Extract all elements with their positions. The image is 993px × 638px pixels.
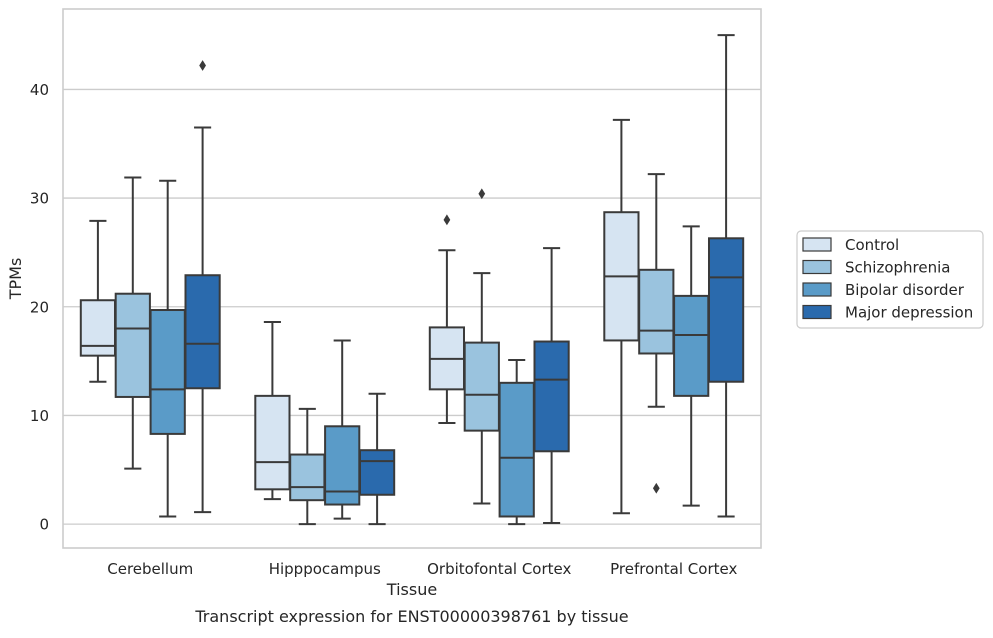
box-body (149, 309, 186, 435)
box-major-depression (358, 392, 396, 526)
y-tick-label: 0 (39, 516, 49, 534)
x-tick-label: Hipppocampus (269, 560, 381, 578)
box-major-depression (184, 60, 221, 514)
y-tick-label: 40 (30, 81, 49, 99)
legend-label: Major depression (845, 304, 973, 322)
outlier-point (199, 60, 206, 71)
box-body (673, 294, 710, 397)
box-schizophrenia (289, 407, 326, 526)
legend-swatch (802, 259, 832, 275)
legend-label: Control (845, 236, 899, 254)
box-body (114, 292, 151, 398)
box-schizophrenia (114, 176, 151, 470)
box-body (707, 237, 745, 383)
outlier-point (478, 188, 486, 200)
legend-swatch (802, 304, 832, 320)
x-tick-labels: Cerebellum Hipppocampus Orbitofontal Corte… (107, 560, 737, 578)
x-axis-label: Tissue (386, 580, 437, 599)
box-bipolar-disorder (673, 225, 710, 507)
legend: Control Schizophrenia Bipolar disorder Majo… (796, 230, 984, 329)
box-body (533, 340, 570, 453)
box-bipolar-disorder (149, 179, 186, 518)
box-body (498, 381, 535, 518)
box-body (289, 453, 326, 502)
box-bipolar-disorder (498, 359, 535, 526)
box-layer (79, 34, 745, 526)
box-body (638, 268, 675, 355)
outlier-point (652, 482, 660, 494)
legend-frame (796, 230, 984, 329)
x-tick-label: Prefrontal Cortex (610, 560, 737, 578)
box-body (184, 274, 221, 390)
outlier-point (443, 214, 451, 226)
box-control (79, 219, 117, 383)
box-body (358, 449, 396, 496)
x-tick-label: Orbitofontal Cortex (427, 560, 571, 578)
y-tick-labels: 0 10 20 30 40 (30, 81, 49, 534)
box-body (463, 341, 500, 432)
box-major-depression (533, 247, 570, 525)
box-control (603, 118, 640, 515)
box-schizophrenia (463, 188, 500, 505)
y-tick-label: 10 (30, 407, 49, 425)
box-major-depression (707, 34, 745, 518)
box-control (254, 320, 291, 501)
box-control (428, 214, 466, 425)
chart-caption: Transcript expression for ENST0000039876… (194, 607, 628, 626)
box-body (254, 394, 291, 491)
x-tick-label: Cerebellum (107, 560, 193, 578)
legend-swatch (802, 237, 832, 252)
y-tick-label: 30 (30, 190, 49, 208)
box-schizophrenia (638, 173, 675, 494)
box-body (324, 425, 361, 506)
box-bipolar-disorder (324, 339, 361, 520)
legend-swatch (802, 282, 832, 297)
legend-label: Schizophrenia (845, 259, 950, 277)
box-body (79, 299, 117, 357)
y-axis-label: TPMs (6, 258, 25, 301)
plot-frame (62, 8, 762, 549)
y-tick-label: 20 (30, 298, 49, 316)
legend-label: Bipolar disorder (845, 281, 965, 299)
